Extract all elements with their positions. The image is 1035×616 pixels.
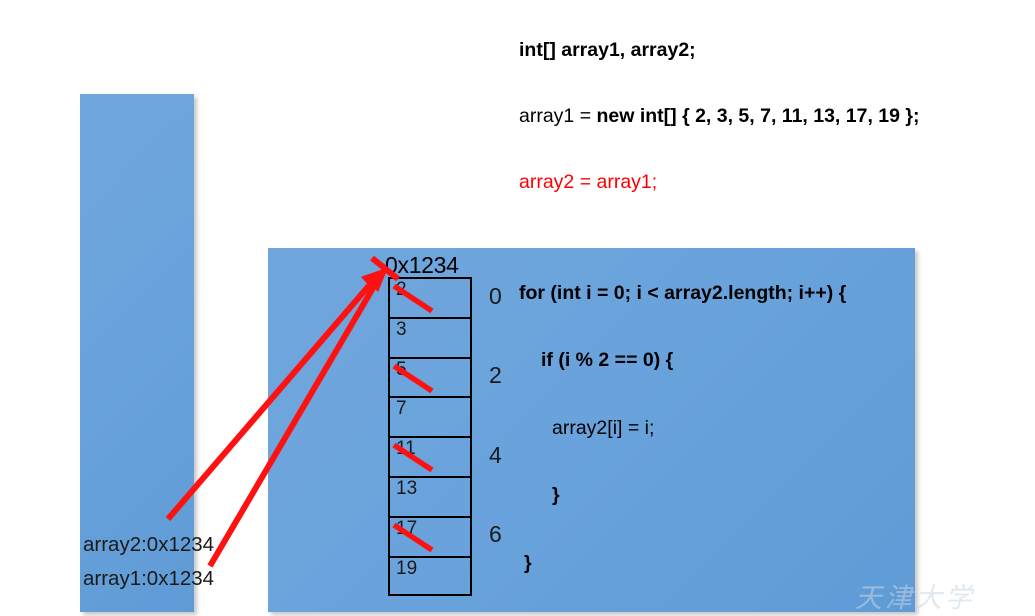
variable-label-array2: array2:0x1234 [83,533,215,556]
array-cell-value: 5 [396,358,407,380]
variable-label-array1: array1:0x1234 [83,567,215,590]
code-spacer [519,232,1019,245]
array-table: 2 3 5 7 11 13 17 19 [388,277,472,596]
code-line-for: for (int i = 0; i < array2.length; i++) … [519,281,847,304]
array-cell-value: 7 [396,398,407,420]
code-line-assign-array1: array1 = new int[] { 2, 3, 5, 7, 11, 13,… [519,104,1019,127]
array-index-label: 4 [489,442,502,468]
array-index-label: 0 [489,283,502,309]
array-cell: 2 [390,279,470,319]
code-line-assign-array2: array2 = array1; [519,171,658,193]
array-address-label: 0x1234 [385,252,459,278]
array-cell-value: 13 [396,477,418,499]
array-cell: 17 [390,518,470,558]
code-line-declaration: int[] array1, array2; [519,39,696,61]
code-line-close-if: } [552,484,560,506]
array-cell-value: 19 [396,557,418,579]
array-cell-value: 11 [396,438,416,460]
array-index-label: 6 [489,521,502,547]
array-cell: 19 [390,558,470,598]
array-cell-value: 2 [396,279,407,300]
array-cell: 3 [390,319,470,359]
array-cell: 11 [390,438,470,478]
code-line-if: if (i % 2 == 0) { [541,349,674,371]
array-cell: 5 [390,359,470,399]
array-cell: 13 [390,478,470,518]
array-cell-value: 3 [396,318,407,340]
code-line-assign-array1-prefix: array1 = [519,104,597,127]
code-line-assign-array1-literal: new int[] { 2, 3, 5, 7, 11, 13, 17, 19 }… [596,104,920,127]
code-line-close-for: } [524,551,532,574]
code-listing: int[] array1, array2; array1 = new int[]… [519,0,1019,612]
watermark: 天津大学 [855,583,975,613]
array-cell: 7 [390,398,470,439]
code-line-body-assign: array2[i] = i; [552,416,655,439]
array-index-label: 2 [489,362,502,388]
array-cell-value: 17 [396,517,418,539]
